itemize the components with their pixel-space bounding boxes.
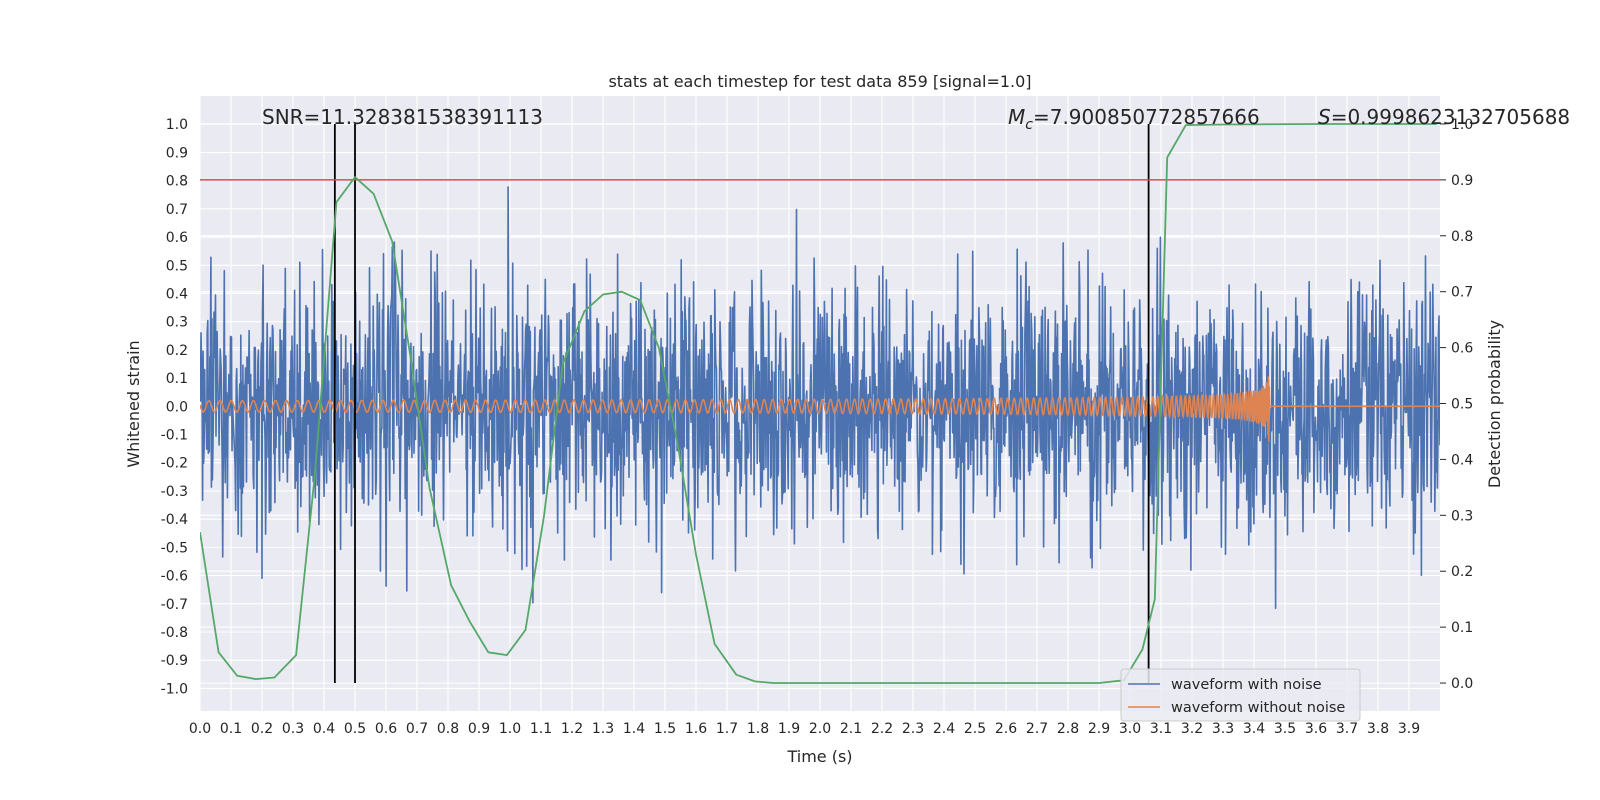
x-tick-label: 3.4 (1243, 721, 1265, 737)
y-tick-label: 0.2 (166, 343, 188, 359)
x-tick-label: 0.1 (220, 721, 242, 737)
x-tick-label: 3.1 (1150, 721, 1172, 737)
y-tick-label: -0.6 (161, 569, 188, 585)
x-tick-label: 2.1 (840, 721, 862, 737)
s-value: =0.9998623132705688 (1331, 105, 1570, 129)
y-tick-label: -0.3 (161, 484, 188, 500)
x-tick-label: 3.0 (1119, 721, 1141, 737)
x-tick-label: 1.9 (778, 721, 800, 737)
series-line-waveform-with-noise (200, 186, 1440, 609)
y-tick-label: -0.7 (161, 597, 188, 613)
x-tick-label: 1.0 (499, 721, 521, 737)
y2-tick-label: 0.1 (1451, 620, 1473, 636)
y-tick-label: 0.8 (166, 174, 188, 190)
x-tick-label: 3.3 (1212, 721, 1234, 737)
y-tick-label: -1.0 (161, 681, 188, 697)
y-tick-label: -0.5 (161, 540, 188, 556)
x-tick-label: 2.4 (933, 721, 955, 737)
x-tick-label: 2.7 (1026, 721, 1048, 737)
chirp-mass-annotation: Mc=7.900850772857666 (1008, 105, 1260, 133)
x-tick-label: 0.6 (375, 721, 397, 737)
y-tick-label: -0.9 (161, 653, 188, 669)
y-tick-label: 0.5 (166, 258, 188, 274)
chirp-mass-value: =7.900850772857666 (1033, 105, 1260, 129)
x-tick-label: 3.9 (1398, 721, 1420, 737)
y-tick-label: -0.1 (161, 428, 188, 444)
y-tick-label: 1.0 (166, 117, 188, 133)
x-tick-label: 2.3 (902, 721, 924, 737)
y-tick-label: 0.3 (166, 315, 188, 331)
y2-tick-label: 0.2 (1451, 564, 1473, 580)
y-tick-label: -0.2 (161, 456, 188, 472)
y-tick-label: -0.8 (161, 625, 188, 641)
legend: waveform with noise waveform without noi… (1120, 668, 1361, 722)
x-tick-label: 1.8 (747, 721, 769, 737)
x-tick-label: 1.2 (561, 721, 583, 737)
y2-tick-label: 0.3 (1451, 508, 1473, 524)
x-tick-label: 2.6 (995, 721, 1017, 737)
chirp-mass-subscript: c (1025, 117, 1033, 133)
x-tick-label: 2.5 (964, 721, 986, 737)
x-tick-label: 1.1 (530, 721, 552, 737)
series-line-waveform-without-noise (200, 376, 1440, 442)
x-tick-label: 1.4 (623, 721, 645, 737)
x-tick-label: 1.3 (592, 721, 614, 737)
x-tick-label: 0.3 (282, 721, 304, 737)
x-tick-label: 2.8 (1057, 721, 1079, 737)
y-tick-label: 0.1 (166, 371, 188, 387)
y-tick-label: -0.4 (161, 512, 188, 528)
y2-tick-label: 0.8 (1451, 229, 1473, 245)
y2-tick-label: 0.0 (1451, 676, 1473, 692)
y-tick-label: 0.9 (166, 145, 188, 161)
y-tick-label: 0.0 (166, 399, 188, 415)
x-tick-label: 3.8 (1367, 721, 1389, 737)
x-tick-label: 2.2 (871, 721, 893, 737)
x-tick-label: 1.6 (685, 721, 707, 737)
x-tick-label: 0.0 (189, 721, 211, 737)
x-axis-label: Time (s) (786, 747, 852, 766)
x-tick-label: 0.5 (344, 721, 366, 737)
y-axis-ticks: 1.0 0.9 0.8 0.7 0.6 0.5 0.4 0.3 0.2 0.1 0.0 -0.1 -0.… (161, 117, 188, 697)
y2-tick-label: 0.5 (1451, 397, 1473, 413)
x-tick-label: 0.8 (437, 721, 459, 737)
legend-label-waveform-with-noise: waveform with noise (1171, 677, 1322, 693)
x-tick-label: 2.0 (809, 721, 831, 737)
x-tick-label: 0.2 (251, 721, 273, 737)
y2-axis-label: Detection probability (1485, 320, 1504, 488)
x-tick-label: 3.2 (1181, 721, 1203, 737)
y-tick-label: 0.7 (166, 202, 188, 218)
snr-annotation: SNR=11.328381538391113 (262, 105, 543, 129)
x-axis-ticks: 0.0 0.1 0.2 0.3 0.4 0.5 0.6 0.7 0.8 0.9 1.0 1.1 1.2 1… (189, 721, 1420, 737)
y2-tick-label: 0.7 (1451, 285, 1473, 301)
y-axis-label: Whitened strain (124, 340, 143, 467)
chart-title: stats at each timestep for test data 859… (608, 72, 1031, 91)
y2-tick-label: 0.4 (1451, 452, 1473, 468)
x-tick-label: 0.7 (406, 721, 428, 737)
y2-tick-label: 0.6 (1451, 341, 1473, 357)
x-tick-label: 3.7 (1336, 721, 1358, 737)
legend-box (1120, 668, 1361, 722)
s-annotation: S=0.9998623132705688 (1318, 105, 1570, 129)
x-tick-label: 1.7 (716, 721, 738, 737)
y2-tick-label: 0.9 (1451, 173, 1473, 189)
s-symbol: S (1318, 105, 1331, 129)
y-tick-label: 0.4 (166, 286, 188, 302)
y-tick-label: 0.6 (166, 230, 188, 246)
x-tick-label: 0.9 (468, 721, 490, 737)
x-tick-label: 1.5 (654, 721, 676, 737)
y2-tick-label: 1.0 (1451, 117, 1473, 133)
legend-label-waveform-without-noise: waveform without noise (1171, 700, 1345, 716)
x-tick-label: 3.5 (1274, 721, 1296, 737)
x-tick-label: 3.6 (1305, 721, 1327, 737)
x-tick-label: 2.9 (1088, 721, 1110, 737)
chirp-mass-symbol: M (1008, 105, 1025, 129)
y2-axis-ticks: 1.0 0.9 0.8 0.7 0.6 0.5 0.4 0.3 0.2 0.1 0.0 (1440, 117, 1473, 692)
x-tick-label: 0.4 (313, 721, 335, 737)
